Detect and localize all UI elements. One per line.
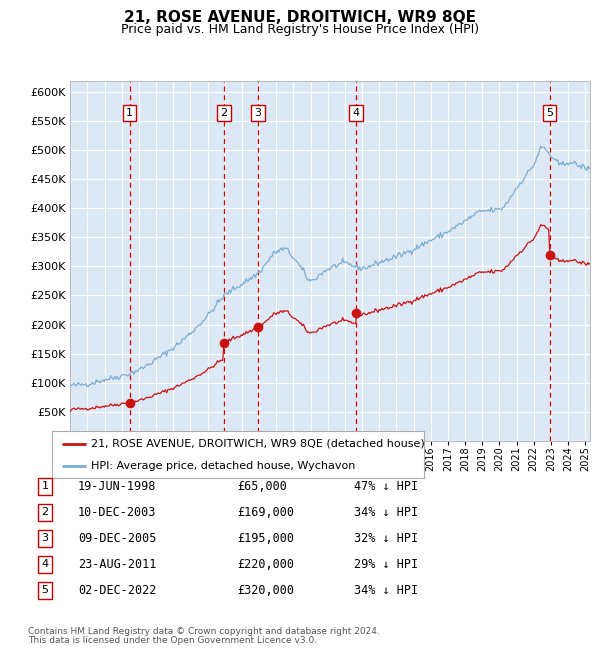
Text: 29% ↓ HPI: 29% ↓ HPI [354, 558, 418, 571]
Text: £320,000: £320,000 [237, 584, 294, 597]
Text: £220,000: £220,000 [237, 558, 294, 571]
Text: 02-DEC-2022: 02-DEC-2022 [78, 584, 157, 597]
Text: 4: 4 [41, 559, 49, 569]
Text: 09-DEC-2005: 09-DEC-2005 [78, 532, 157, 545]
Text: This data is licensed under the Open Government Licence v3.0.: This data is licensed under the Open Gov… [28, 636, 317, 645]
Text: 32% ↓ HPI: 32% ↓ HPI [354, 532, 418, 545]
Text: 23-AUG-2011: 23-AUG-2011 [78, 558, 157, 571]
Text: 1: 1 [126, 108, 133, 118]
Text: 4: 4 [352, 108, 359, 118]
Text: £169,000: £169,000 [237, 506, 294, 519]
Text: £195,000: £195,000 [237, 532, 294, 545]
Text: 10-DEC-2003: 10-DEC-2003 [78, 506, 157, 519]
Text: 1: 1 [41, 481, 49, 491]
Text: 5: 5 [41, 585, 49, 595]
Text: 34% ↓ HPI: 34% ↓ HPI [354, 584, 418, 597]
Text: 3: 3 [254, 108, 262, 118]
Text: 21, ROSE AVENUE, DROITWICH, WR9 8QE: 21, ROSE AVENUE, DROITWICH, WR9 8QE [124, 10, 476, 25]
Text: Contains HM Land Registry data © Crown copyright and database right 2024.: Contains HM Land Registry data © Crown c… [28, 627, 380, 636]
Text: £65,000: £65,000 [237, 480, 287, 493]
Text: HPI: Average price, detached house, Wychavon: HPI: Average price, detached house, Wych… [91, 461, 356, 471]
Text: 19-JUN-1998: 19-JUN-1998 [78, 480, 157, 493]
Text: 2: 2 [220, 108, 227, 118]
Text: 3: 3 [41, 533, 49, 543]
Text: Price paid vs. HM Land Registry's House Price Index (HPI): Price paid vs. HM Land Registry's House … [121, 23, 479, 36]
Text: 47% ↓ HPI: 47% ↓ HPI [354, 480, 418, 493]
Text: 5: 5 [546, 108, 553, 118]
Text: 2: 2 [41, 507, 49, 517]
Text: 21, ROSE AVENUE, DROITWICH, WR9 8QE (detached house): 21, ROSE AVENUE, DROITWICH, WR9 8QE (det… [91, 439, 425, 448]
Text: 34% ↓ HPI: 34% ↓ HPI [354, 506, 418, 519]
